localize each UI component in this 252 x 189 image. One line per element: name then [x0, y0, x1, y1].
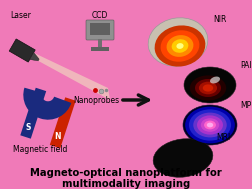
Ellipse shape	[161, 30, 199, 62]
Text: Nanoprobes: Nanoprobes	[73, 96, 119, 105]
Bar	[91, 47, 109, 51]
Text: multimodality imaging: multimodality imaging	[62, 179, 190, 189]
Text: MRI: MRI	[216, 133, 230, 142]
Ellipse shape	[183, 105, 237, 145]
Text: NIR: NIR	[213, 15, 226, 24]
Text: Laser: Laser	[10, 11, 31, 20]
Ellipse shape	[189, 109, 231, 141]
Ellipse shape	[172, 39, 188, 53]
Bar	[50, 97, 76, 148]
Ellipse shape	[153, 139, 213, 177]
Text: S: S	[25, 123, 31, 132]
Ellipse shape	[199, 82, 217, 94]
Ellipse shape	[176, 43, 183, 49]
Text: MPI: MPI	[240, 101, 252, 110]
Ellipse shape	[201, 118, 219, 132]
Text: CCD: CCD	[92, 11, 108, 20]
Bar	[90, 23, 110, 35]
Bar	[9, 39, 35, 62]
Ellipse shape	[167, 35, 194, 57]
Ellipse shape	[148, 18, 208, 66]
Ellipse shape	[190, 75, 226, 101]
Ellipse shape	[207, 123, 213, 127]
Ellipse shape	[203, 84, 213, 92]
Text: Magnetic field: Magnetic field	[13, 145, 67, 154]
Ellipse shape	[204, 121, 216, 129]
Ellipse shape	[193, 113, 227, 137]
FancyBboxPatch shape	[86, 20, 114, 40]
Ellipse shape	[195, 79, 221, 97]
Ellipse shape	[210, 77, 220, 84]
Ellipse shape	[185, 107, 235, 143]
Bar	[20, 88, 46, 139]
Polygon shape	[32, 52, 110, 100]
Text: N: N	[54, 132, 61, 141]
Ellipse shape	[184, 67, 236, 103]
Polygon shape	[30, 53, 39, 61]
Bar	[98, 39, 102, 47]
Text: PAI: PAI	[240, 61, 252, 70]
Ellipse shape	[197, 115, 223, 135]
Text: Magneto-optical nanoplatform for: Magneto-optical nanoplatform for	[30, 168, 222, 178]
Ellipse shape	[155, 26, 205, 67]
